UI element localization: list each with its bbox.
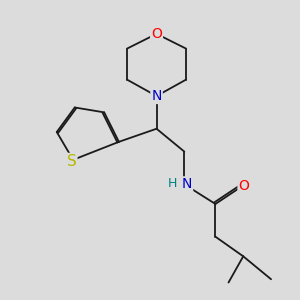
Text: H: H [168, 177, 178, 190]
Text: S: S [67, 154, 76, 169]
Text: N: N [152, 89, 162, 103]
Text: N: N [182, 177, 192, 191]
Text: O: O [238, 179, 249, 193]
Text: O: O [151, 27, 162, 41]
